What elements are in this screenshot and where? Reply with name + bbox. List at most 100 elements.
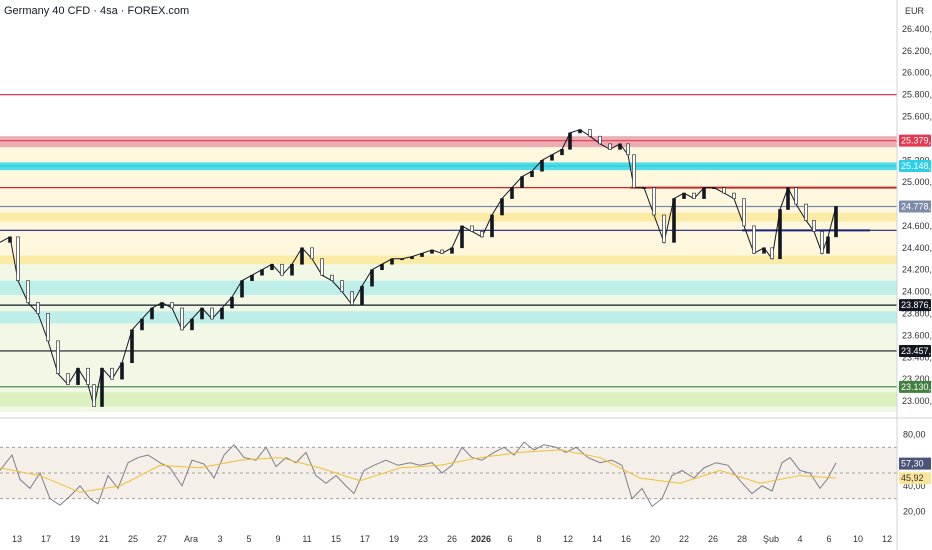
zone-band bbox=[0, 255, 897, 265]
candle bbox=[652, 187, 656, 216]
level-badge bbox=[899, 159, 931, 172]
y-tick-label: 23.400,0 bbox=[902, 352, 932, 362]
candle bbox=[220, 307, 224, 320]
rsi-tick-label: 80,00 bbox=[903, 429, 926, 439]
candle bbox=[430, 249, 434, 254]
y-tick-label: 26.000,0 bbox=[902, 68, 932, 78]
x-tick-label: 21 bbox=[99, 534, 109, 544]
y-tick-label: 23.800,0 bbox=[902, 309, 932, 319]
candle bbox=[210, 307, 214, 320]
level-badge-label: 23.876,2 bbox=[901, 300, 932, 310]
horizontal-levels bbox=[0, 94, 897, 388]
x-tick-label: Ara bbox=[184, 534, 198, 544]
zone-band bbox=[0, 392, 897, 407]
candle bbox=[618, 143, 622, 150]
candle bbox=[110, 367, 114, 380]
candle bbox=[608, 143, 612, 150]
level-badge-label: 23.130,0 bbox=[901, 382, 932, 392]
y-tick-label: 24.000,0 bbox=[902, 287, 932, 297]
candle bbox=[460, 225, 464, 249]
candle bbox=[480, 231, 484, 238]
candle bbox=[330, 274, 334, 281]
candle bbox=[86, 367, 90, 385]
rsi-badge bbox=[899, 457, 931, 470]
candle bbox=[410, 256, 414, 260]
y-tick-label: 23.200,0 bbox=[902, 374, 932, 384]
level-badge bbox=[899, 200, 931, 213]
candle bbox=[300, 247, 304, 265]
candle bbox=[230, 296, 234, 309]
candle bbox=[76, 367, 80, 385]
candle bbox=[510, 187, 514, 199]
candle bbox=[702, 187, 706, 199]
rsi-badge-label: 57,30 bbox=[901, 459, 924, 469]
candle bbox=[742, 198, 746, 227]
candle bbox=[290, 263, 294, 276]
x-tick-label: 11 bbox=[302, 534, 311, 544]
price-line bbox=[0, 129, 837, 407]
candle bbox=[692, 192, 696, 199]
y-tick-label: 26.200,0 bbox=[902, 46, 932, 56]
candle bbox=[92, 384, 96, 407]
x-tick-label: 2026 bbox=[471, 534, 491, 544]
x-tick-label: 23 bbox=[418, 534, 428, 544]
x-tick-label: 17 bbox=[41, 534, 51, 544]
x-tick-label: 27 bbox=[157, 534, 167, 544]
y-tick-label: 24.600,0 bbox=[902, 221, 932, 231]
x-tick-label: 14 bbox=[592, 534, 602, 544]
x-tick-label: Şub bbox=[763, 534, 779, 544]
candle bbox=[470, 225, 474, 232]
rsi-tick-label: 20,00 bbox=[903, 507, 926, 517]
candle bbox=[812, 220, 816, 232]
candle bbox=[578, 129, 582, 134]
y-tick-label: 23.600,0 bbox=[902, 330, 932, 340]
level-badge-label: 24.778,0 bbox=[901, 201, 932, 211]
candle bbox=[626, 143, 630, 156]
candle bbox=[36, 302, 40, 314]
x-tick-label: 26 bbox=[447, 534, 457, 544]
x-tick-label: 4 bbox=[797, 534, 802, 544]
candle bbox=[310, 247, 314, 260]
candle bbox=[732, 192, 736, 199]
rsi-ma-badge bbox=[899, 472, 931, 485]
y-tick-label: 23.000,0 bbox=[902, 396, 932, 406]
candle bbox=[752, 225, 756, 254]
y-tick-label: 25.000,0 bbox=[902, 177, 932, 187]
x-tick-label: 26 bbox=[708, 534, 718, 544]
candle bbox=[380, 263, 384, 271]
candle bbox=[440, 249, 444, 254]
candle bbox=[642, 187, 646, 189]
x-tick-label: 19 bbox=[389, 534, 399, 544]
zone-band bbox=[0, 311, 897, 324]
candle bbox=[150, 307, 154, 320]
candle bbox=[140, 318, 144, 331]
candle bbox=[190, 318, 194, 331]
zone-band bbox=[0, 212, 897, 222]
candle bbox=[270, 263, 274, 271]
candle bbox=[120, 362, 124, 380]
level-badge-label: 25.148,0 bbox=[901, 161, 932, 171]
candle bbox=[260, 269, 264, 276]
x-tick-label: 19 bbox=[70, 534, 80, 544]
candle bbox=[550, 154, 554, 161]
candle bbox=[770, 247, 774, 260]
candle bbox=[540, 159, 544, 172]
x-tick-label: 15 bbox=[331, 534, 341, 544]
x-tick-label: 12 bbox=[563, 534, 573, 544]
candle bbox=[490, 214, 494, 238]
candle bbox=[598, 135, 602, 145]
candle bbox=[26, 280, 30, 303]
y-tick-label: 25.600,0 bbox=[902, 112, 932, 122]
x-tick-label: 5 bbox=[246, 534, 251, 544]
x-tick-label: 3 bbox=[217, 534, 222, 544]
candle bbox=[632, 154, 636, 188]
x-tick-label: 6 bbox=[507, 534, 512, 544]
y-tick-label: 24.400,0 bbox=[902, 243, 932, 253]
price-series bbox=[0, 129, 838, 407]
y-tick-label: 26.400,0 bbox=[902, 24, 932, 34]
x-tick-label: 20 bbox=[650, 534, 660, 544]
candle bbox=[66, 373, 70, 385]
candle bbox=[360, 285, 364, 306]
x-tick-label: 12 bbox=[882, 534, 892, 544]
